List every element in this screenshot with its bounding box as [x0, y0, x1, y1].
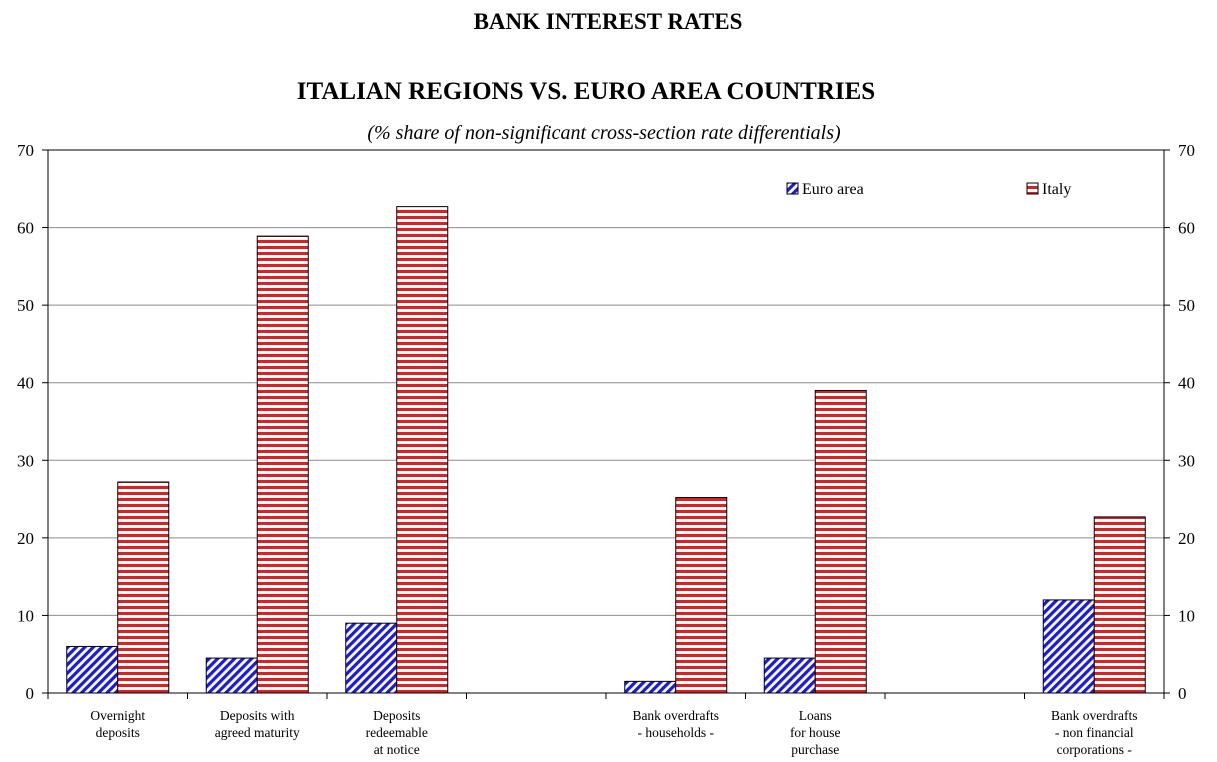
bar-italy [256, 235, 309, 694]
x-category-label: - households - [638, 725, 715, 740]
y-tick-label-right: 30 [1178, 451, 1195, 470]
x-category-label: Overnight [90, 708, 145, 723]
y-tick-label-right: 10 [1178, 606, 1195, 625]
y-tick-label-left: 30 [17, 451, 34, 470]
x-axis-category-labels: Overnight deposits Deposits with agreed mat… [90, 708, 1137, 757]
bar-italy [1093, 516, 1146, 694]
x-category-label: - non financial [1055, 725, 1134, 740]
legend-swatch-euro-area [786, 182, 799, 195]
x-category-label: agreed maturity [215, 725, 300, 740]
y-tick-label-left: 10 [17, 606, 34, 625]
y-tick-label-left: 20 [17, 529, 34, 548]
bar-italy [396, 206, 449, 694]
legend: Euro area Italy [786, 181, 1071, 198]
bars [66, 206, 1146, 694]
y-tick-label-right: 60 [1178, 219, 1195, 238]
x-category-label: Deposits [373, 708, 420, 723]
x-category-label: corporations - [1057, 742, 1133, 757]
bar-euro-area [205, 657, 258, 694]
x-category-label: Loans [799, 708, 832, 723]
y-tick-label-left: 0 [26, 684, 35, 703]
x-category-label: at notice [374, 742, 420, 757]
bar-euro-area [66, 645, 119, 694]
x-category-label: for house [790, 725, 841, 740]
chart-title: BANK INTEREST RATES [474, 9, 743, 34]
chart-note: (% share of non-significant cross-sectio… [367, 122, 841, 144]
x-category-label: deposits [96, 725, 140, 740]
plot-frame [47, 149, 1165, 694]
y-tick-label-left: 50 [17, 296, 34, 315]
gridlines [48, 227, 1164, 616]
bar-italy [814, 389, 867, 694]
bar-euro-area [763, 657, 816, 694]
y-tick-label-right: 40 [1178, 374, 1195, 393]
x-category-label: redeemable [366, 725, 428, 740]
x-category-label: purchase [791, 742, 839, 757]
y-tick-label-right: 20 [1178, 529, 1195, 548]
y-axis-left-ticks: 0 10 20 30 40 50 60 70 [17, 141, 48, 703]
bar-euro-area [345, 622, 398, 694]
y-tick-label-right: 50 [1178, 296, 1195, 315]
bar-italy [675, 497, 728, 694]
chart-subtitle: ITALIAN REGIONS VS. EURO AREA COUNTRIES [297, 78, 875, 105]
y-tick-label-right: 70 [1178, 141, 1195, 160]
legend-label-italy: Italy [1042, 181, 1071, 198]
x-category-label: Bank overdrafts [632, 708, 719, 723]
x-category-label: Deposits with [220, 708, 295, 723]
y-tick-label-right: 0 [1178, 684, 1187, 703]
axes [47, 149, 1165, 699]
y-tick-label-left: 70 [17, 141, 34, 160]
y-axis-right-ticks: 0 10 20 30 40 50 60 70 [1164, 141, 1195, 703]
legend-label-euro-area: Euro area [802, 181, 864, 198]
bar-euro-area [1042, 599, 1095, 694]
bar-italy [117, 481, 170, 694]
y-tick-label-left: 40 [17, 374, 34, 393]
bar-euro-area [624, 680, 677, 694]
y-tick-label-left: 60 [17, 219, 34, 238]
x-category-label: Bank overdrafts [1051, 708, 1138, 723]
legend-swatch-italy [1026, 182, 1039, 195]
